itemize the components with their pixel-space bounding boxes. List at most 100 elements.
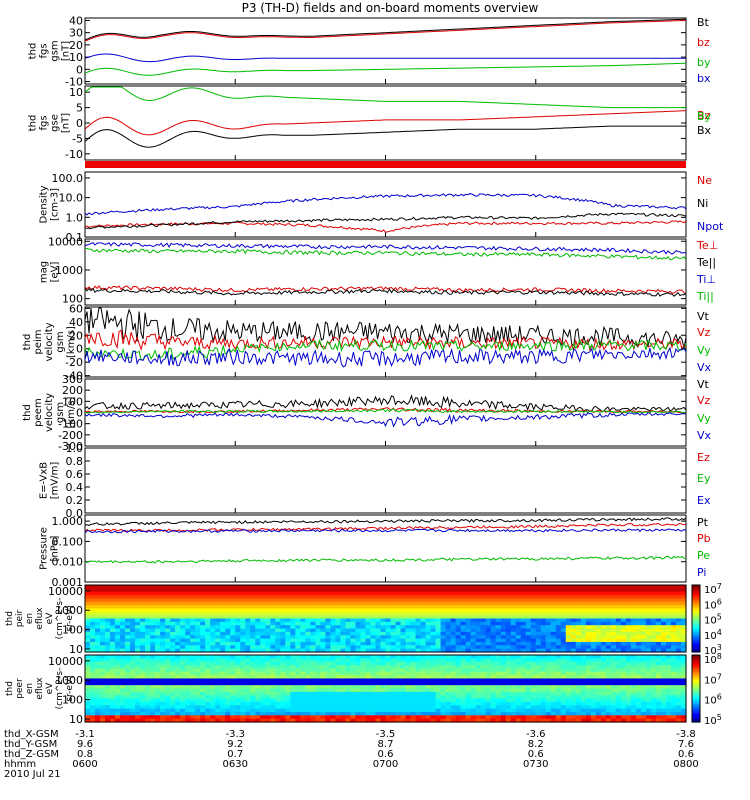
- svg-text:sr-eV): sr-eV): [65, 605, 75, 631]
- y-tick-label: 0: [76, 63, 83, 76]
- svg-text:[km/s]: [km/s]: [66, 326, 77, 358]
- ephemeris-footer: thd_X-GSM -3.1 -3.3 -3.5 -3.6 -3.8 thd_Y-GSM 9.…: [4, 729, 699, 780]
- svg-text:[eV]: [eV]: [50, 262, 61, 283]
- series-line-Pt: [84, 517, 687, 526]
- y-tick-label: 0: [76, 343, 83, 356]
- y-axis-label: Density [cm-3]: [39, 185, 61, 223]
- legend-Ti||: Ti||: [696, 290, 714, 303]
- y-axis-label: Pressure [nPa]: [39, 527, 61, 570]
- separator-bar: [85, 161, 686, 168]
- svg-text:thd: thd: [28, 43, 39, 60]
- svg-text:thd: thd: [28, 115, 39, 132]
- y-tick-label: 0.100: [52, 535, 84, 548]
- series-line-Bz: [84, 110, 686, 136]
- svg-text:fgs: fgs: [39, 43, 50, 58]
- y-tick-label: 0.4: [66, 481, 84, 494]
- footer-label: thd_Y-GSM: [4, 739, 57, 750]
- y-tick-label: 100: [62, 293, 83, 306]
- y-tick-label: 10: [69, 86, 83, 99]
- panel-frame: [84, 17, 687, 85]
- footer-value: 0600: [72, 759, 97, 770]
- series-line-Ti⊥: [84, 241, 687, 255]
- legend-Vx: Vx: [697, 361, 712, 374]
- series-line-Vy: [84, 338, 687, 361]
- y-axis-label: thd peer en eflux eV (cm^2-s-sr-eV): [5, 668, 75, 710]
- footer-value: -3.5: [376, 729, 396, 740]
- legend-Ez: Ez: [697, 451, 710, 464]
- y-tick-label: -200: [58, 429, 83, 442]
- series-line-Ti||: [84, 247, 687, 261]
- y-tick-label: 10: [69, 643, 83, 656]
- footer-value: -3.6: [526, 729, 546, 740]
- series-line-bx: [84, 53, 686, 63]
- y-tick-label: 0.2: [66, 494, 84, 507]
- legend-Ex: Ex: [697, 494, 711, 507]
- panel-density: 100.0 10.0 1.0 0.1 Density [cm-3] Ne Ni Npot: [39, 171, 724, 244]
- y-tick-label: 200: [62, 384, 83, 397]
- svg-text:eV: eV: [45, 612, 55, 625]
- legend-Te⊥: Te⊥: [696, 239, 718, 252]
- y-axis-label: thd peem velocity gsm [km/s]: [22, 393, 77, 432]
- colorbar: [691, 654, 701, 723]
- legend-bx: bx: [697, 72, 711, 85]
- footer-value: 0.6: [678, 749, 694, 760]
- svg-text:peem: peem: [33, 398, 44, 426]
- spectrogram-electron_spec: 10000 1000 100 10 thd peer en eflux eV (cm^2-s-sr…: [5, 652, 722, 727]
- figure-title: P3 (TH-D) fields and on-board moments ov…: [242, 1, 539, 15]
- legend-Ne: Ne: [697, 174, 712, 187]
- series-line-Vy: [84, 408, 687, 414]
- svg-text:velocity: velocity: [44, 322, 55, 361]
- series-line-Vx: [84, 411, 687, 428]
- legend-Vz: Vz: [697, 326, 711, 339]
- footer-value: 8.2: [528, 739, 544, 750]
- y-tick-label: 0.001: [52, 576, 84, 589]
- colorbar-tick: 106: [704, 693, 722, 707]
- y-tick-label: 10000: [48, 655, 83, 668]
- series-line-Pi: [84, 528, 687, 534]
- legend-Pi: Pi: [697, 566, 706, 579]
- series-line-Npot: [84, 193, 687, 216]
- y-tick-label: 20: [69, 39, 83, 52]
- legend-Vt: Vt: [697, 378, 710, 391]
- panel-frame: [84, 378, 687, 447]
- series-line-Vt: [84, 394, 687, 413]
- footer-value: 8.7: [378, 739, 394, 750]
- footer-value: 7.6: [678, 739, 694, 750]
- y-tick-label: 100: [62, 694, 83, 707]
- svg-text:gsm: gsm: [50, 40, 61, 61]
- svg-text:[cm-3]: [cm-3]: [50, 188, 61, 221]
- panel-frame: [84, 514, 687, 583]
- legend-Ni: Ni: [697, 197, 708, 210]
- y-tick-label: 1000: [55, 674, 83, 687]
- y-axis-label: E=-VxB [mV/m]: [39, 462, 61, 500]
- legend-Ti⊥: Ti⊥: [696, 273, 716, 286]
- legend-Ey: Ey: [697, 472, 711, 485]
- y-tick-label: 100: [62, 624, 83, 637]
- series-line-Pe: [84, 555, 687, 564]
- svg-text:peim: peim: [33, 329, 44, 354]
- y-tick-label: 10: [69, 713, 83, 726]
- svg-text:eflux: eflux: [35, 607, 45, 630]
- y-tick-label: -10: [65, 148, 83, 161]
- y-tick-label: 100.0: [52, 172, 84, 185]
- y-tick-label: -100: [58, 418, 83, 431]
- series-line-Pb: [84, 522, 687, 533]
- y-tick-label: -5: [72, 132, 83, 145]
- y-tick-label: 60: [69, 302, 83, 315]
- legend-Npot: Npot: [697, 220, 724, 233]
- footer-value: -3.3: [225, 729, 245, 740]
- footer-label: thd_X-GSM: [4, 729, 59, 740]
- legend-Pt: Pt: [697, 516, 709, 529]
- colorbar-tick: 105: [704, 613, 722, 627]
- spectrogram-ion_spec: 10000 1000 100 10 thd peir en eflux eV (cm^2-s-sr…: [5, 582, 722, 657]
- legend-by: by: [697, 56, 711, 69]
- svg-text:velocity: velocity: [44, 393, 55, 432]
- y-tick-label: 10: [69, 51, 83, 64]
- series-line-bz: [84, 19, 687, 42]
